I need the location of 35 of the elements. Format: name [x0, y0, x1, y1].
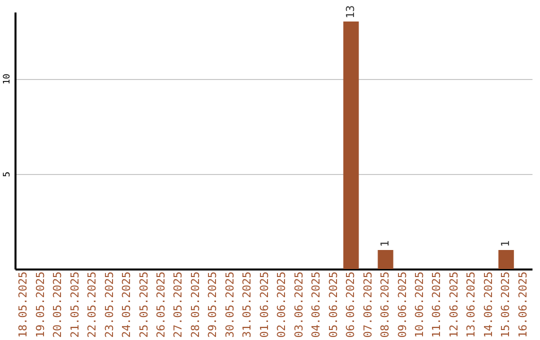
x-tick-label: 31.05.2025 — [240, 272, 254, 338]
x-tick-label: 14.06.2025 — [482, 272, 495, 338]
x-tick-label: 24.05.2025 — [120, 272, 134, 338]
x-tick-label: 20.05.2025 — [51, 272, 64, 338]
x-tick-label: 07.06.2025 — [361, 272, 374, 338]
x-tick-label: 29.05.2025 — [206, 272, 220, 338]
x-tick-label: 16.06.2025 — [516, 272, 530, 338]
x-tick-label: 23.05.2025 — [102, 272, 116, 338]
x-tick-label: 02.06.2025 — [275, 272, 288, 338]
x-tick-label: 03.06.2025 — [292, 272, 306, 338]
x-tick-label: 08.06.2025 — [378, 272, 392, 338]
data-label: 13 — [344, 5, 358, 19]
x-tick-label: 12.06.2025 — [447, 272, 460, 338]
x-tick-label: 21.05.2025 — [68, 272, 82, 338]
x-tick-label: 30.05.2025 — [223, 272, 236, 338]
x-tick-label: 11.06.2025 — [430, 272, 444, 338]
x-tick-label: 13.06.2025 — [464, 272, 478, 338]
x-tick-label: 25.05.2025 — [137, 272, 150, 338]
x-tick-label: 28.05.2025 — [188, 272, 202, 338]
x-tick-label: 09.06.2025 — [396, 272, 409, 338]
data-label: 1 — [378, 240, 392, 247]
x-tick-label: 04.06.2025 — [310, 272, 323, 338]
x-tick-label: 26.05.2025 — [154, 272, 168, 338]
x-tick-label: 15.06.2025 — [499, 272, 512, 338]
y-tick-label: 5 — [2, 172, 12, 178]
data-label: 1 — [499, 240, 512, 247]
x-tick-label: 01.06.2025 — [258, 272, 271, 338]
y-tick-label: 10 — [2, 74, 12, 85]
x-tick-label: 18.05.2025 — [16, 272, 30, 338]
x-tick-label: 27.05.2025 — [172, 272, 185, 338]
x-tick-label: 22.05.2025 — [86, 272, 99, 338]
x-tick-label: 10.06.2025 — [412, 272, 426, 338]
x-tick-label: 19.05.2025 — [34, 272, 47, 338]
x-tick-label: 06.06.2025 — [344, 272, 358, 338]
x-tick-label: 05.06.2025 — [326, 272, 340, 338]
